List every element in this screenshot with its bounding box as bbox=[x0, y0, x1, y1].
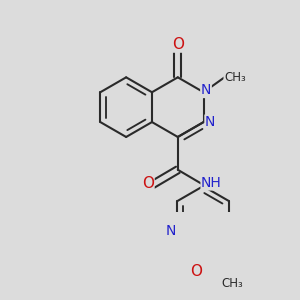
Text: O: O bbox=[172, 37, 184, 52]
Text: CH₃: CH₃ bbox=[224, 71, 246, 84]
Text: N: N bbox=[205, 115, 215, 129]
Text: O: O bbox=[190, 264, 202, 279]
Text: NH: NH bbox=[201, 176, 222, 190]
Text: CH₃: CH₃ bbox=[221, 277, 243, 290]
Text: N: N bbox=[166, 224, 176, 238]
Text: O: O bbox=[142, 176, 154, 191]
Text: N: N bbox=[201, 83, 211, 98]
